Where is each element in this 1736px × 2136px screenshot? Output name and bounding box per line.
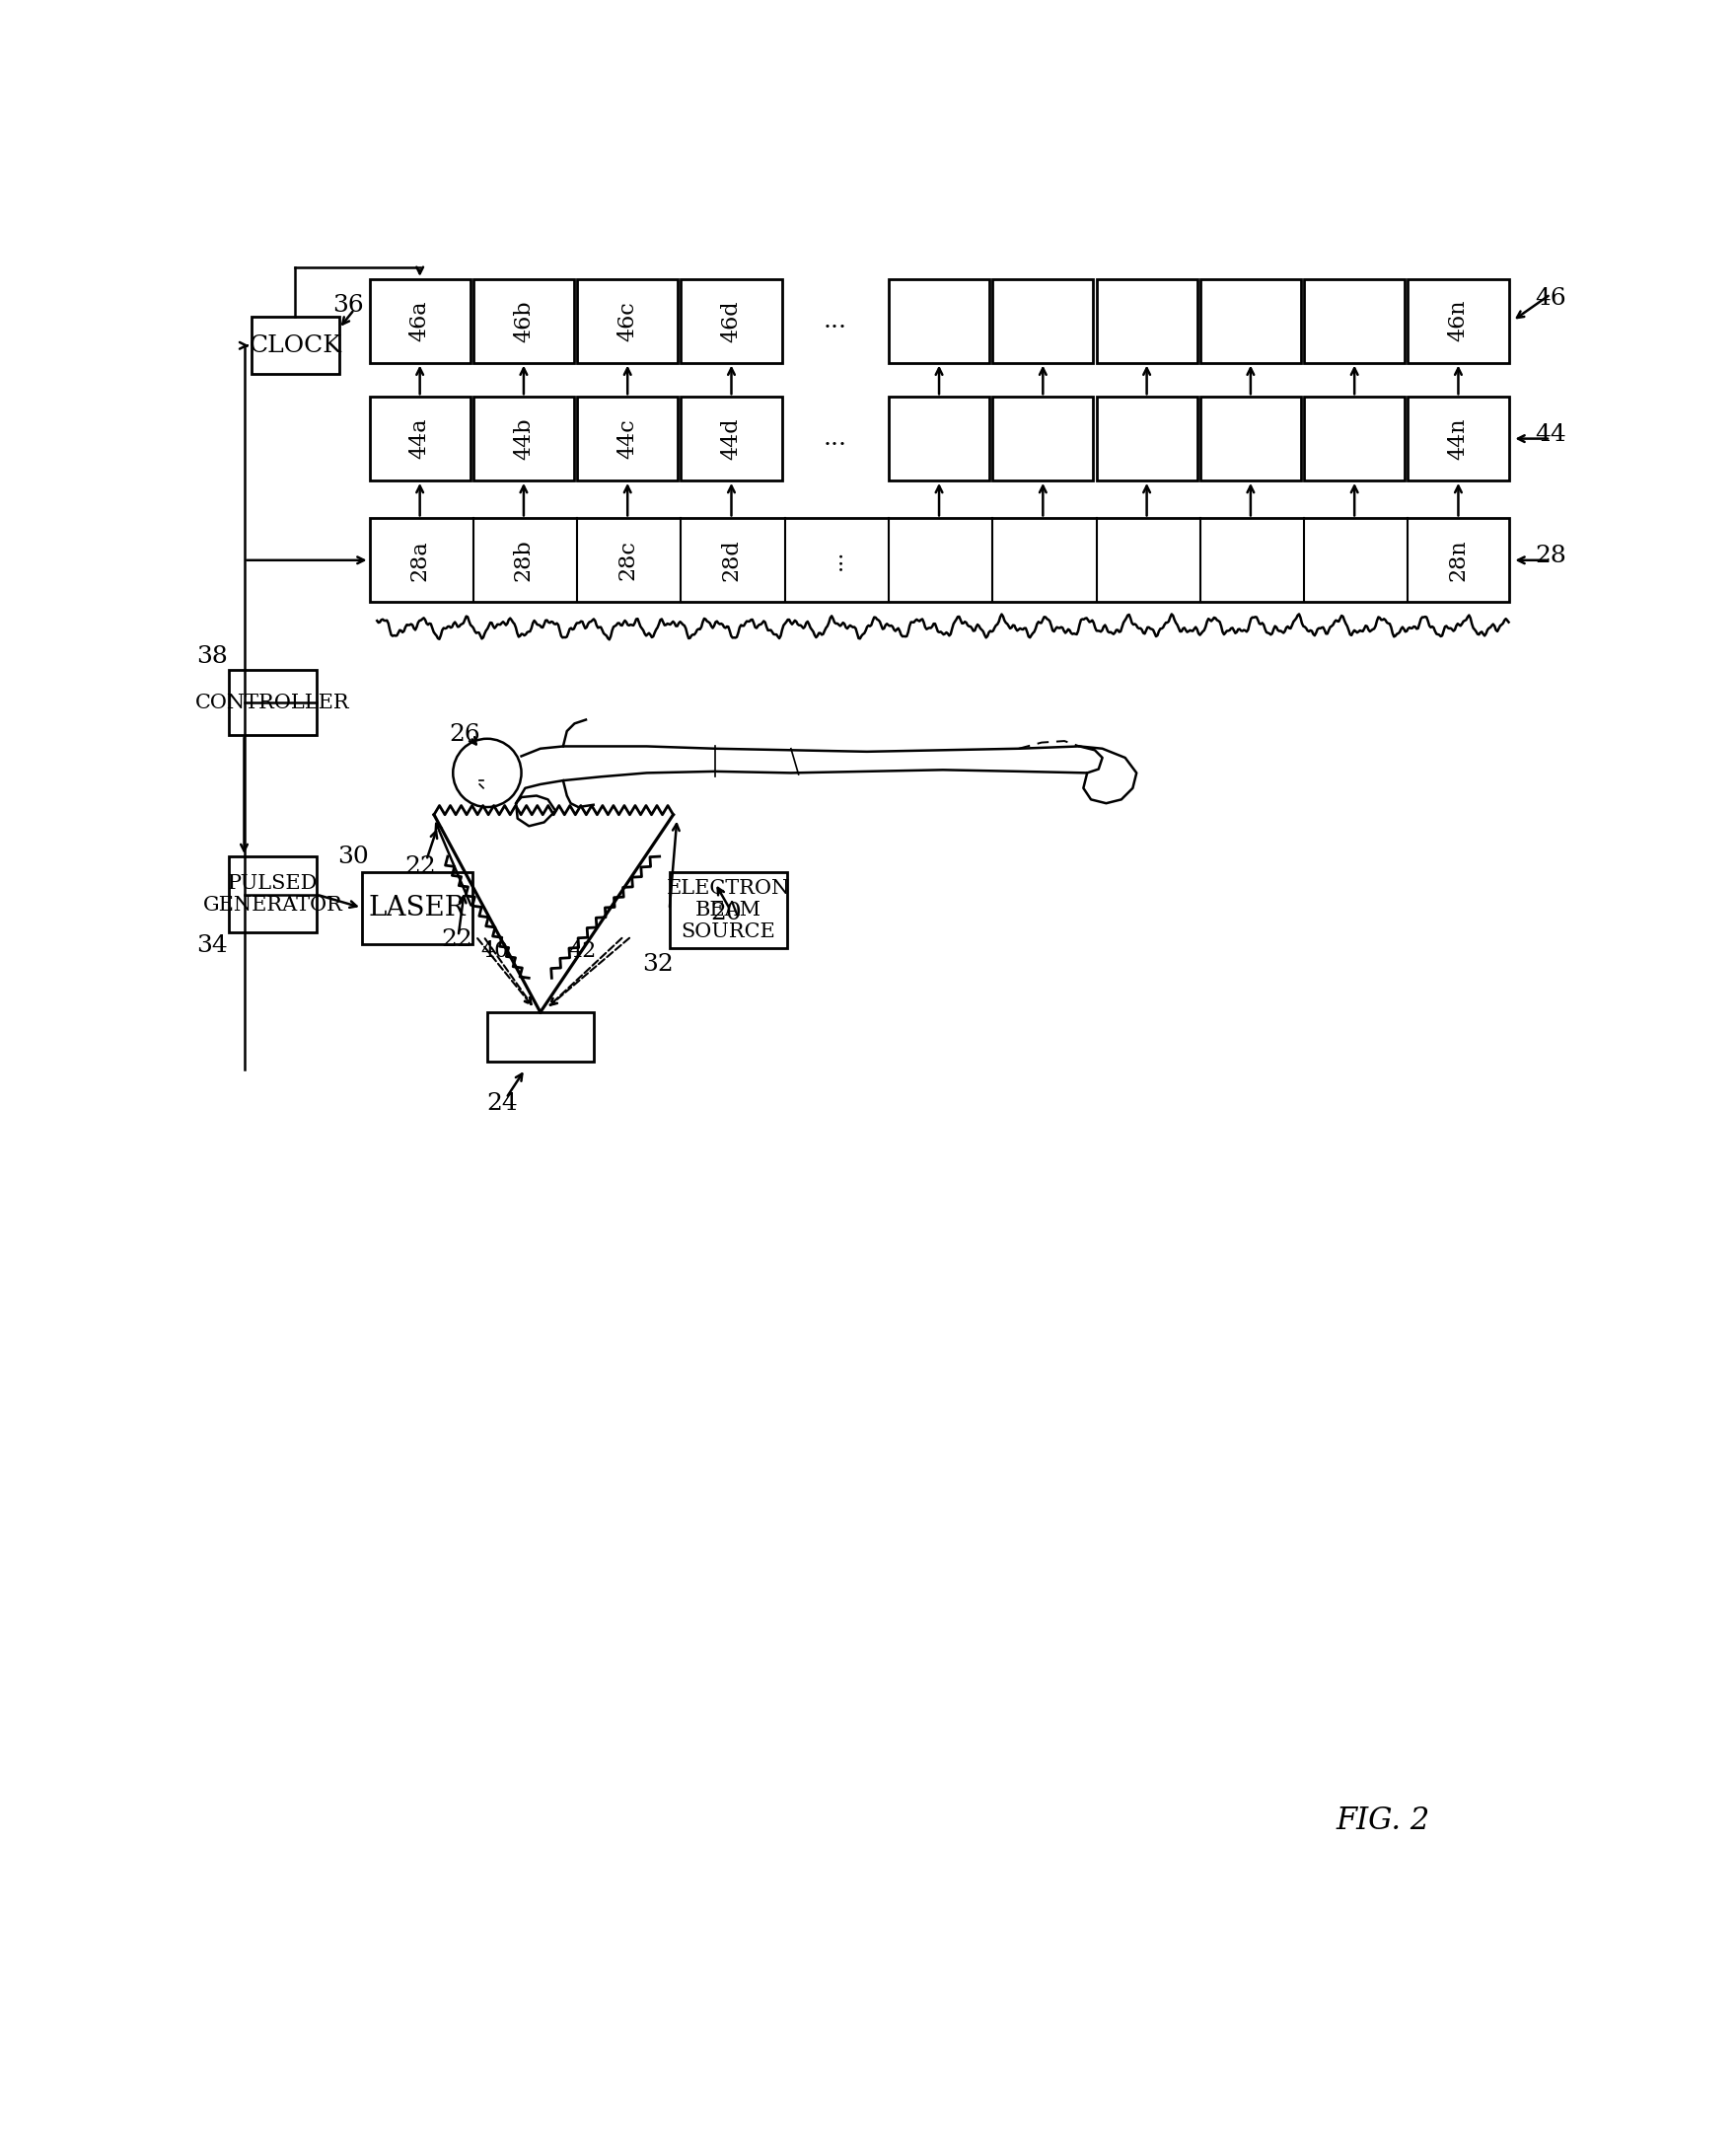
Text: 22: 22 — [404, 854, 436, 878]
Text: 28d: 28d — [720, 538, 743, 581]
Text: 44n: 44n — [1448, 419, 1469, 459]
Text: 32: 32 — [642, 953, 674, 976]
Bar — [1200, 397, 1300, 481]
Text: 46c: 46c — [616, 301, 639, 342]
Bar — [488, 1012, 594, 1062]
Text: 28b: 28b — [512, 538, 535, 581]
Text: 22: 22 — [441, 929, 472, 951]
Bar — [1304, 397, 1404, 481]
Text: ELECTRON
BEAM
SOURCE: ELECTRON BEAM SOURCE — [667, 878, 790, 940]
Text: 28c: 28c — [616, 540, 639, 581]
Text: 44: 44 — [1535, 423, 1566, 446]
Text: CLOCK: CLOCK — [248, 333, 342, 357]
Text: 46a: 46a — [410, 301, 431, 342]
Bar — [229, 857, 316, 933]
Bar — [1097, 280, 1198, 363]
Text: 28: 28 — [1535, 545, 1566, 568]
Text: 26: 26 — [448, 724, 481, 745]
Bar — [993, 397, 1094, 481]
Bar — [1304, 280, 1404, 363]
Bar — [474, 397, 575, 481]
Text: 42: 42 — [568, 940, 595, 963]
Text: CONTROLLER: CONTROLLER — [196, 694, 351, 711]
Text: 44b: 44b — [512, 419, 535, 459]
Text: 46d: 46d — [720, 299, 743, 342]
Bar — [576, 280, 679, 363]
Bar — [576, 397, 679, 481]
Text: 36: 36 — [333, 295, 365, 316]
Text: 20: 20 — [710, 901, 741, 925]
Bar — [681, 280, 781, 363]
Text: 44c: 44c — [616, 419, 639, 459]
Text: ...: ... — [823, 427, 847, 451]
Bar — [370, 280, 470, 363]
Bar — [889, 397, 990, 481]
Bar — [229, 671, 316, 735]
Text: LASER: LASER — [368, 895, 465, 921]
Bar — [252, 316, 339, 374]
Text: 40: 40 — [481, 940, 509, 963]
Text: 44a: 44a — [410, 419, 431, 459]
Text: ...: ... — [823, 310, 847, 333]
Bar — [361, 871, 472, 944]
Text: 30: 30 — [337, 846, 368, 867]
Bar — [681, 397, 781, 481]
Text: FIG. 2: FIG. 2 — [1337, 1805, 1430, 1837]
Bar — [993, 280, 1094, 363]
Text: 46b: 46b — [512, 299, 535, 342]
Bar — [1408, 397, 1509, 481]
Text: 46n: 46n — [1448, 299, 1469, 342]
Bar — [370, 397, 470, 481]
Text: PULSED
GENERATOR: PULSED GENERATOR — [203, 874, 342, 914]
Bar — [370, 519, 1509, 602]
Text: 38: 38 — [196, 645, 227, 669]
Text: 44d: 44d — [720, 419, 743, 459]
Bar — [889, 280, 990, 363]
Text: 28a: 28a — [410, 540, 431, 581]
Bar — [474, 280, 575, 363]
Text: 46: 46 — [1535, 286, 1566, 310]
Text: 34: 34 — [196, 936, 227, 957]
Bar — [1408, 280, 1509, 363]
Text: ...: ... — [825, 549, 845, 570]
Bar — [1097, 397, 1198, 481]
Text: 24: 24 — [486, 1091, 517, 1115]
Bar — [1200, 280, 1300, 363]
Bar — [670, 871, 786, 948]
Text: 28n: 28n — [1448, 538, 1469, 581]
